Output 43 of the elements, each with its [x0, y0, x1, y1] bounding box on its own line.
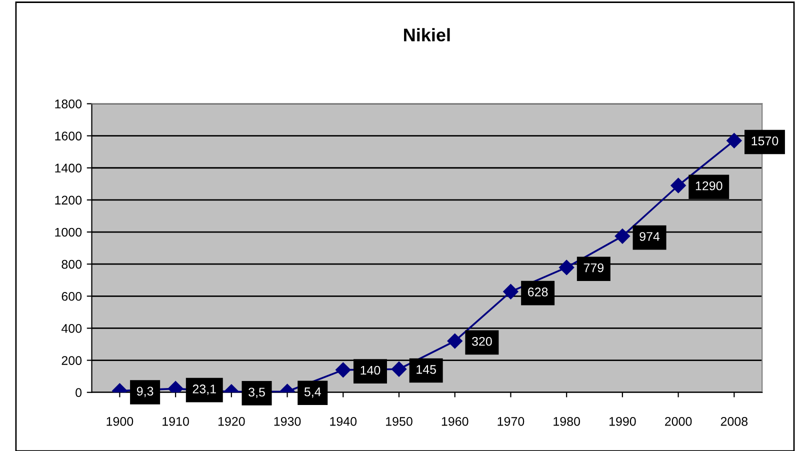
x-tick-label: 1960 [442, 417, 468, 426]
y-tick-label: 800 [62, 260, 82, 269]
point [670, 178, 686, 194]
data-label: 5,4 [304, 388, 321, 398]
y-tick-label: 1600 [55, 132, 82, 140]
x-tick-label: 1900 [106, 417, 134, 426]
y-tick-label: 1400 [55, 164, 82, 173]
x-tick-label: 1910 [162, 417, 189, 426]
y-tick-label: 1200 [55, 196, 82, 205]
point [336, 362, 351, 378]
data-label: 320 [472, 336, 492, 346]
data-label: 23,1 [192, 384, 216, 395]
point [391, 362, 407, 377]
y-tick-label: 200 [62, 356, 82, 365]
data-label: 779 [584, 263, 604, 272]
data-label: 3,5 [248, 388, 265, 398]
x-tick-label: 2008 [720, 417, 748, 426]
point [559, 260, 574, 276]
chart-title: Nikiel [404, 28, 450, 42]
point [503, 284, 518, 300]
data-label: 145 [416, 365, 436, 374]
point [614, 228, 630, 244]
data-label: 9,3 [136, 386, 154, 398]
y-tick-label: 1000 [55, 228, 82, 237]
data-label: 1570 [752, 136, 778, 146]
x-tick-label: 1990 [609, 417, 636, 426]
y-tick-label: 600 [62, 292, 82, 301]
x-tick-label: 1970 [498, 417, 524, 426]
point [726, 133, 742, 148]
y-tick-label: 0 [76, 388, 82, 398]
x-tick-label: 2000 [665, 417, 692, 426]
x-tick-label: 1920 [218, 417, 245, 426]
data-label: 140 [360, 366, 380, 375]
data-label: 1290 [696, 181, 722, 190]
y-tick-label: 400 [61, 324, 82, 333]
x-tick-label: 1940 [330, 417, 357, 426]
x-tick-label: 1950 [386, 417, 412, 426]
y-tick-label: 1800 [55, 100, 82, 108]
x-tick-label: 1980 [554, 417, 580, 426]
data-label: 628 [528, 288, 548, 296]
x-tick-label: 1930 [274, 417, 301, 426]
point [447, 333, 462, 349]
data-label: 974 [640, 232, 660, 241]
